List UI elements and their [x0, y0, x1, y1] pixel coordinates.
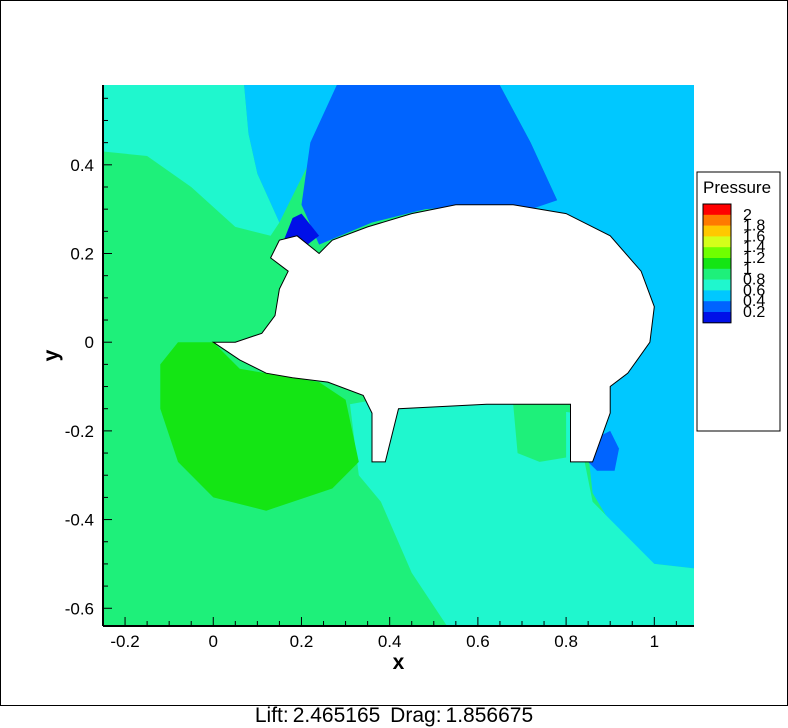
legend-title: Pressure: [703, 178, 771, 197]
legend-swatch-9: [703, 301, 731, 313]
legend-swatch-1: [703, 214, 731, 226]
contour-region-8: [160, 342, 359, 511]
legend-swatch-5: [703, 258, 731, 270]
x-tick-label: 0.4: [378, 632, 402, 651]
y-tick-label: 0.4: [70, 156, 94, 175]
y-tick-label: 0.2: [70, 245, 94, 264]
contour-region-1: [244, 85, 337, 223]
y-tick-label: -0.2: [65, 422, 94, 441]
figure-frame: -0.2 0 0.2 0.4 0.6 0.8 1 -0.6 -0.4 -0.2 0 0.2 0.4 x …: [0, 0, 788, 706]
legend-swatch-2: [703, 225, 731, 237]
y-tick-label: -0.6: [65, 599, 94, 618]
legend-colorbar-border: [702, 203, 732, 324]
legend-label-5: 1: [743, 261, 752, 278]
contour-region-6: [350, 395, 694, 626]
x-axis-title: x: [393, 651, 405, 674]
legend-swatch-6: [703, 268, 731, 280]
lift-value: 2.465165: [292, 704, 381, 727]
pig-body-layer: [211, 204, 655, 463]
x-tick-label: 0.6: [466, 632, 490, 651]
legend-label-6: 0.8: [743, 272, 765, 289]
lift-label: Lift:: [254, 704, 289, 727]
tick-marks: [102, 97, 677, 626]
x-tick-label: 1: [650, 632, 659, 651]
y-tick-label: 0: [85, 333, 94, 352]
legend-label-9: 0.2: [743, 304, 765, 321]
contour-region-7: [513, 395, 567, 462]
y-axis-title: y: [40, 349, 63, 361]
legend-label-3: 1.4: [743, 239, 765, 256]
legend: Pressure 21.81.61.41.210.80.60.40.2: [696, 171, 781, 432]
legend-label-8: 0.4: [743, 293, 765, 310]
x-tick-label: 0.2: [290, 632, 314, 651]
y-tick-label: -0.4: [65, 511, 94, 530]
legend-label-0: 2: [743, 207, 752, 224]
drag-value: 1.856675: [445, 704, 534, 727]
legend-swatch-3: [703, 236, 731, 248]
legend-label-4: 1.2: [743, 250, 765, 267]
legend-swatch-10: [703, 312, 731, 324]
x-tick-label: 0: [209, 632, 218, 651]
legend-swatch-7: [703, 279, 731, 291]
contour-region-0: [103, 85, 280, 236]
legend-swatch-0: [703, 204, 731, 216]
axes: [102, 85, 694, 627]
legend-swatch-4: [703, 247, 731, 259]
pressure-contour-chart: -0.2 0 0.2 0.4 0.6 0.8 1-0.6-0.4-0.200.20.4 x …: [40, 85, 781, 674]
x-tick-label: -0.2: [110, 632, 139, 651]
drag-label: Drag:: [390, 704, 442, 727]
legend-label-7: 0.6: [743, 282, 765, 299]
legend-label-1: 1.8: [743, 218, 765, 235]
x-tick-label: 0.8: [554, 632, 578, 651]
lift-drag-readout: Lift: 2.465165 Drag: 1.856675: [0, 704, 788, 728]
tick-labels: -0.2 0 0.2 0.4 0.6 0.8 1 -0.6 -0.4 -0.2 0 0.2 0.4: [65, 156, 659, 651]
legend-label-2: 1.6: [743, 228, 765, 245]
legend-swatch-8: [703, 290, 731, 302]
pig-body-outline: [211, 204, 655, 463]
